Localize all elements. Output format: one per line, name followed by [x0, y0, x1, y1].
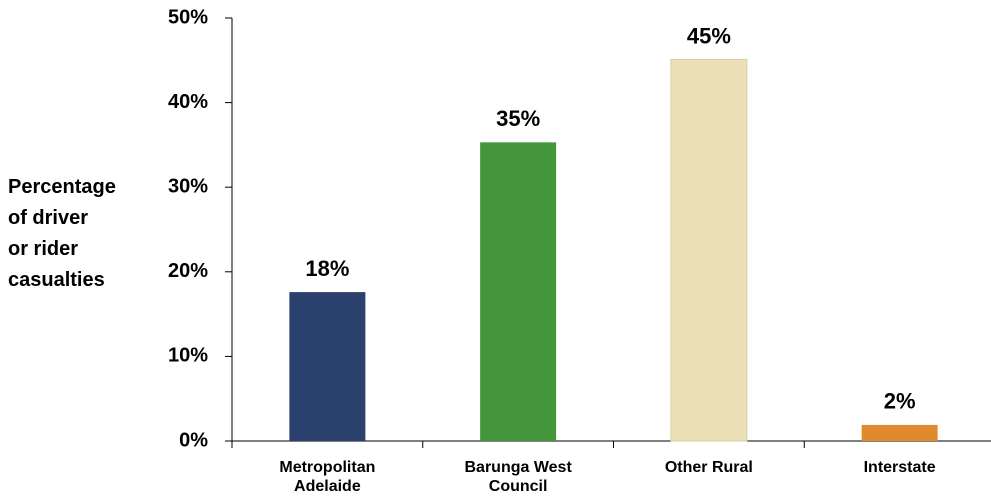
data-label: 2%	[884, 389, 916, 414]
bar	[289, 292, 366, 441]
y-tick-label: 50%	[168, 6, 208, 28]
y-axis-label-line: of driver	[8, 207, 89, 229]
x-tick-label: Interstate	[863, 459, 936, 476]
bar	[670, 58, 748, 442]
x-tick-label: Other Rural	[664, 459, 753, 476]
y-tick-label: 10%	[168, 345, 208, 367]
bar	[480, 142, 557, 441]
data-label: 45%	[687, 23, 731, 48]
data-label: 35%	[496, 106, 540, 131]
bar	[861, 424, 938, 441]
y-axis-label: Percentage of driver or rider casualties	[8, 172, 116, 296]
y-axis-label-line: or rider	[8, 238, 79, 260]
y-tick-label: 40%	[168, 91, 208, 113]
data-label: 18%	[305, 256, 349, 281]
x-tick-label: Metropolitan Adelaide	[279, 459, 376, 495]
y-tick-label: 20%	[168, 260, 208, 282]
x-tick-label: Barunga West Council	[464, 459, 572, 495]
y-axis-label-line: Percentage	[8, 176, 116, 198]
y-axis-label-line: casualties	[8, 269, 105, 291]
y-tick-label: 30%	[168, 175, 208, 197]
y-tick-label: 0%	[179, 429, 208, 451]
